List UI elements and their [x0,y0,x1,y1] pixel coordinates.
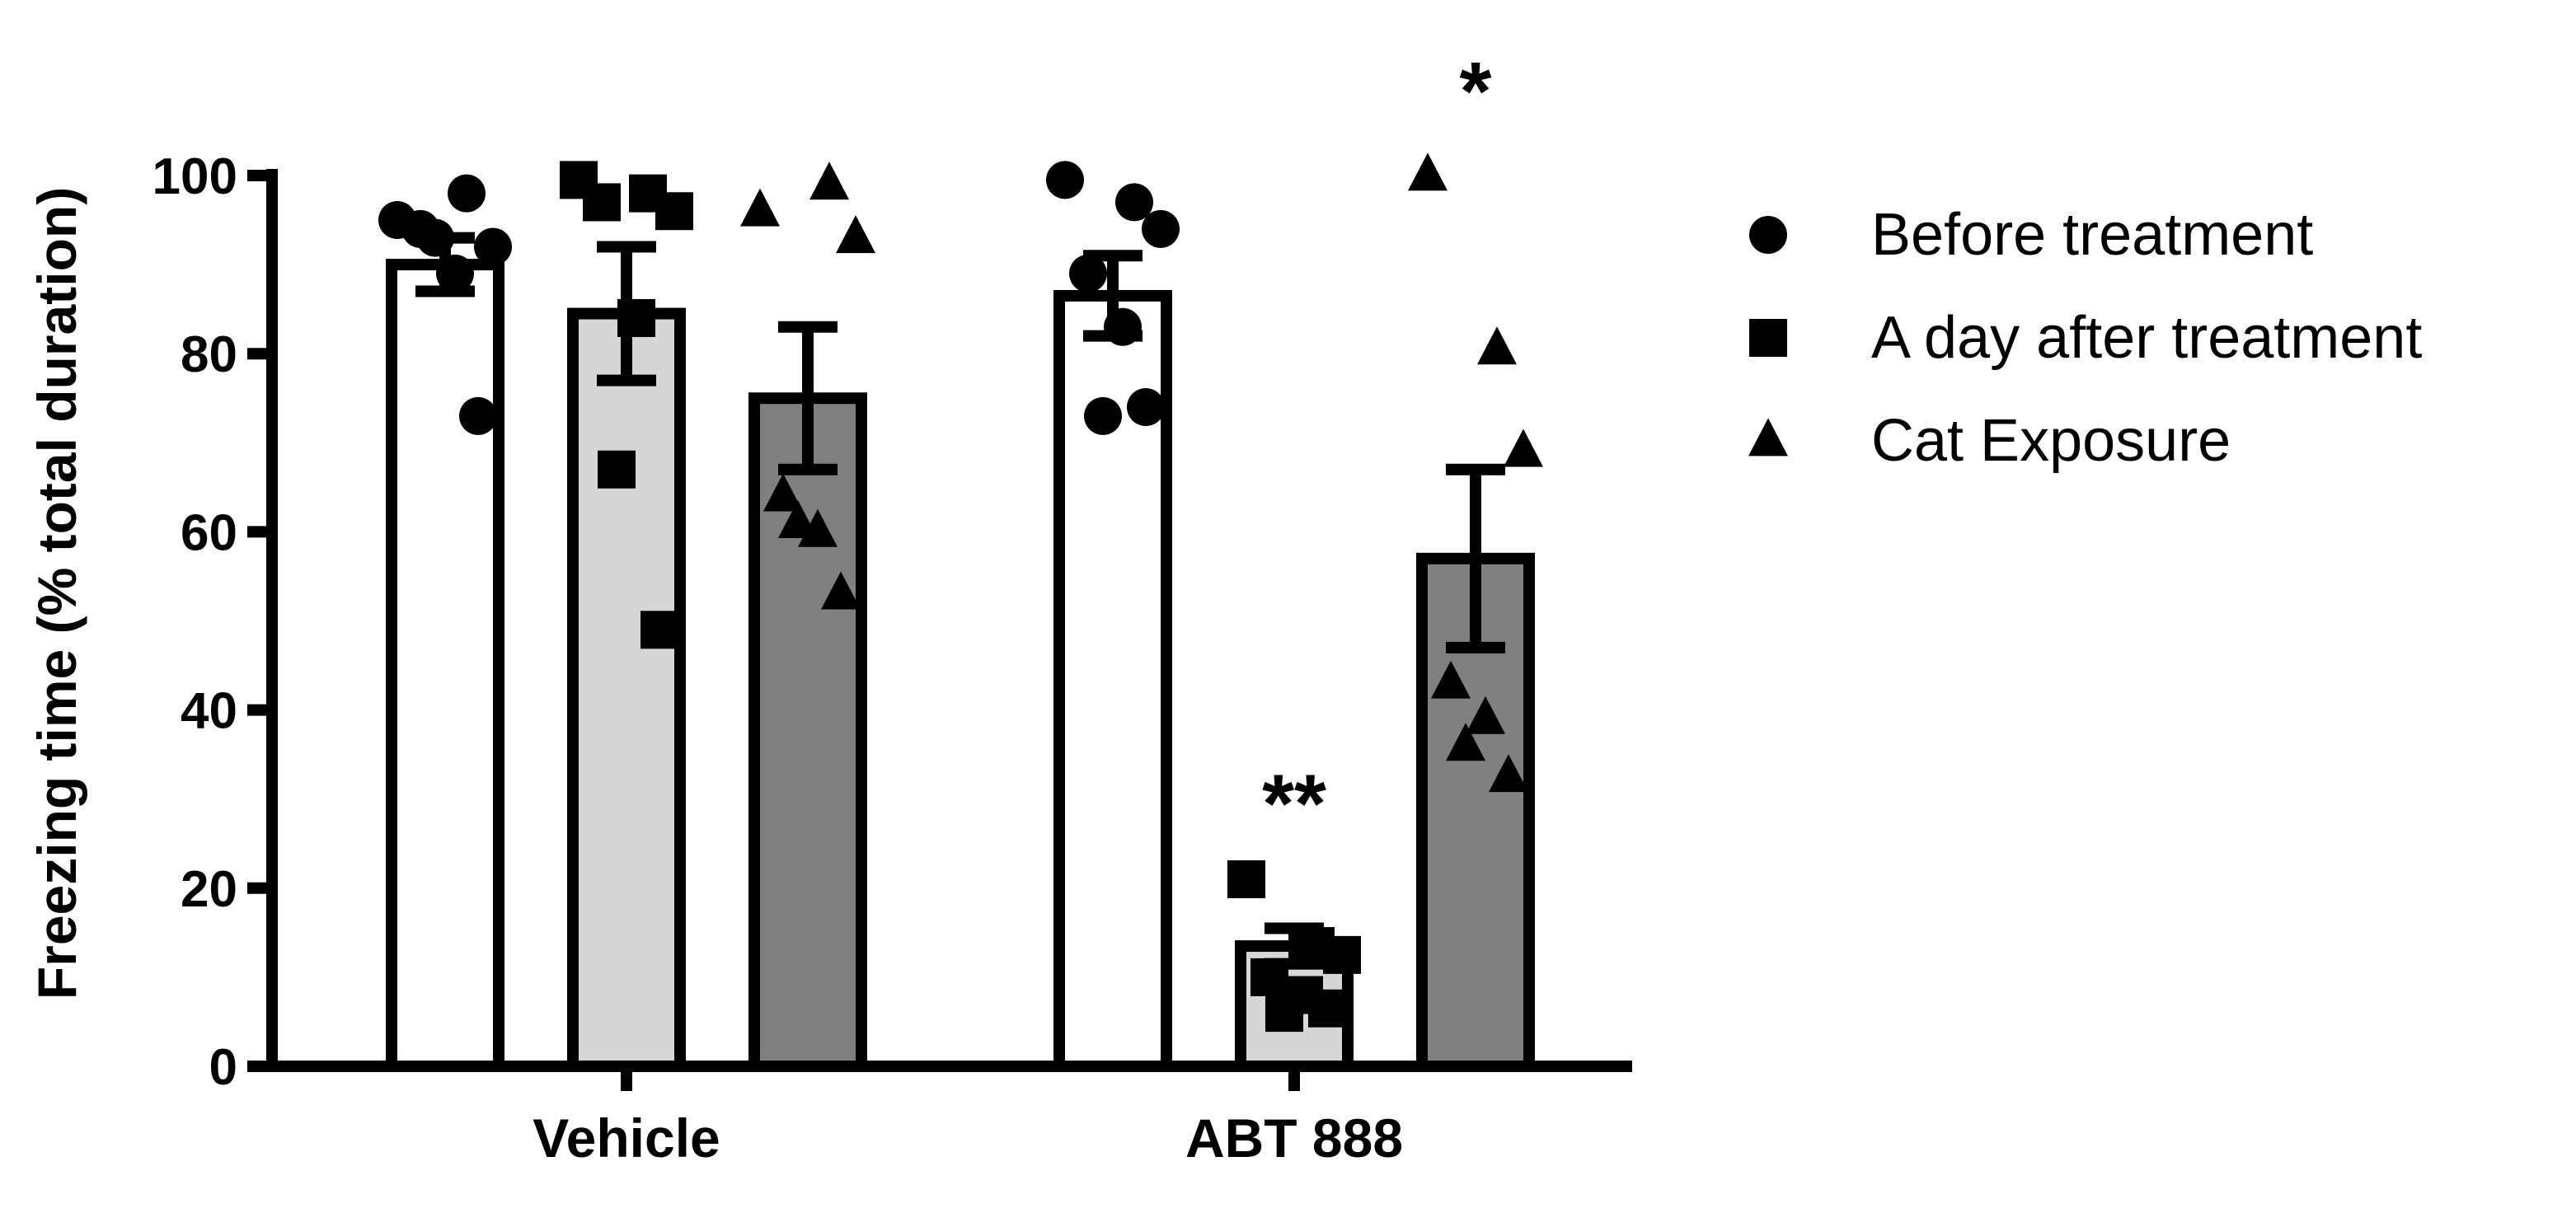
data-point [459,396,497,435]
y-tick-label: 80 [181,326,237,383]
data-point [436,254,474,293]
annotations-group: *** [1262,45,1491,850]
legend-label: A day after treatment [1871,305,2422,371]
data-point [1408,152,1448,191]
data-point [640,611,678,649]
data-point [778,499,818,538]
data-point [763,473,803,512]
data-point [1265,994,1303,1033]
data-point [1504,429,1543,467]
data-point [1046,161,1084,199]
legend-marker [1749,216,1787,254]
data-points-group [378,152,1543,1033]
data-point [1466,695,1505,734]
data-point [1069,254,1107,293]
x-tick-label: Vehicle [533,1108,720,1168]
data-point [1084,396,1122,435]
data-point [1446,723,1485,761]
bar [567,307,686,1072]
data-point [1477,326,1517,365]
y-tick-label: 60 [181,504,237,561]
legend-label: Before treatment [1871,202,2313,268]
data-point [416,218,454,257]
y-axis-label: Freezing time (% total duration) [26,187,87,1000]
data-point [655,192,693,231]
data-point [1323,935,1361,974]
significance-marker: * [1460,45,1492,138]
bar [386,259,504,1073]
significance-marker: ** [1262,758,1326,850]
data-point [1142,209,1180,248]
y-tick-label: 20 [181,861,237,918]
data-point [1104,307,1142,346]
data-point [583,183,621,222]
data-point [821,571,861,610]
data-point [1308,989,1346,1028]
y-tick-label: 100 [152,148,237,205]
data-point [740,188,780,227]
data-point [1431,660,1471,699]
data-point [809,162,849,200]
y-tick-label: 0 [209,1039,237,1096]
legend-marker [1748,418,1788,457]
data-point [448,174,486,213]
data-point [1489,754,1528,793]
data-point [836,215,875,254]
data-point [474,227,512,266]
data-point [1115,183,1153,222]
y-tick-label: 40 [181,683,237,740]
data-point [617,298,655,337]
legend-label: Cat Exposure [1871,408,2231,474]
x-tick-label: ABT 888 [1185,1108,1403,1168]
axes-group: 0 20 40 60 80 100 Vehicle ABT 888 [152,148,1632,1168]
data-point [1250,958,1288,996]
legend: Before treatment A day after treatment Cat… [1748,202,2422,474]
data-point [1127,388,1165,427]
data-point [1227,859,1265,898]
data-point [598,450,636,489]
legend-marker [1749,319,1787,357]
